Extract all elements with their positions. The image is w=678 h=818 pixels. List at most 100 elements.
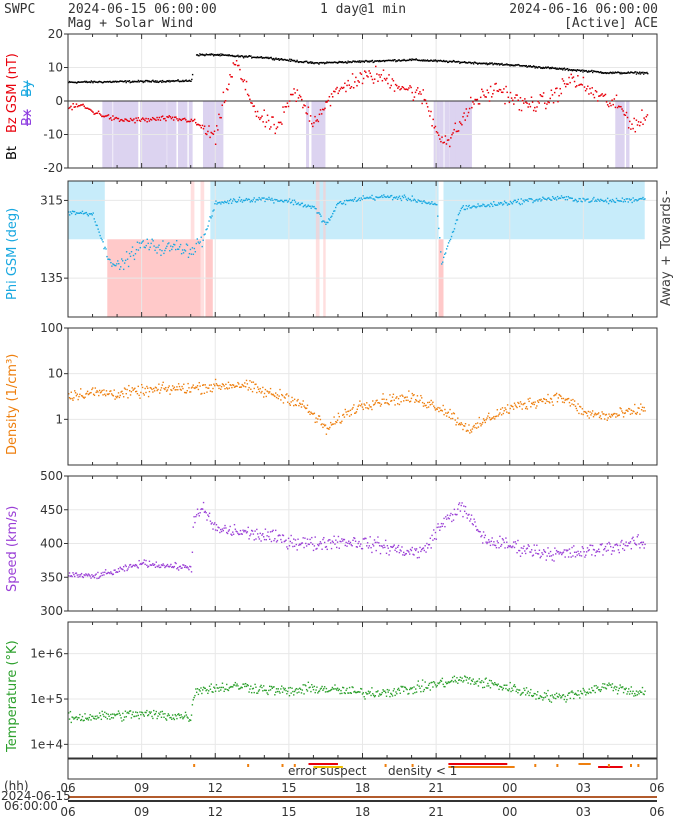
speed-point [98, 576, 101, 578]
speed-point [549, 550, 552, 553]
phi-point [209, 216, 211, 218]
speed-point [327, 540, 329, 542]
bz-point [164, 117, 166, 120]
bz-point [612, 103, 614, 106]
bt-point [269, 56, 272, 59]
phi-point [203, 234, 205, 236]
density-point [209, 390, 212, 392]
speed-point [463, 505, 465, 507]
density-point [192, 384, 194, 386]
bz-point [138, 119, 141, 122]
bt-point [591, 69, 593, 72]
bt-point [439, 59, 442, 62]
temperature-point [274, 694, 276, 696]
temperature-point [550, 701, 553, 703]
density-point [367, 408, 370, 410]
density-point [267, 390, 269, 393]
density-point [123, 387, 126, 389]
bz-point [545, 107, 547, 110]
speed-point [409, 548, 412, 551]
phi-point [262, 197, 264, 199]
bz-point [129, 117, 132, 120]
phi-point [595, 199, 597, 201]
speed-point [342, 538, 345, 541]
bz-point [489, 85, 492, 88]
speed-point [332, 541, 334, 544]
temperature-point [615, 688, 617, 691]
speed-point [590, 544, 592, 547]
temperature-point [190, 714, 193, 716]
bz-point [235, 59, 238, 62]
bt-point [244, 56, 246, 58]
temperature-point [388, 689, 390, 691]
temperature-point [466, 676, 468, 679]
bt-point [580, 69, 583, 72]
temperature-point [444, 685, 446, 688]
phi-point [282, 200, 284, 203]
bt-point [430, 59, 432, 61]
bt-point [385, 59, 387, 62]
speed-point [257, 536, 260, 538]
bt-point [253, 56, 255, 58]
density-point [207, 387, 209, 389]
flag-mark [313, 766, 343, 768]
temperature-point [620, 686, 622, 688]
x-tick-label: 06 [649, 781, 664, 795]
density-point [197, 388, 200, 391]
speed-point [545, 559, 547, 561]
density-point [183, 383, 185, 385]
phi-point [252, 199, 254, 201]
temperature-point [213, 686, 215, 688]
phi-point [430, 202, 432, 205]
bt-point [76, 82, 78, 84]
temperature-point [396, 688, 399, 691]
bt-point [450, 60, 452, 63]
bt-point [323, 62, 326, 65]
phi-point [331, 215, 333, 217]
density-point [451, 417, 454, 420]
speed-point [95, 573, 97, 575]
density-point [402, 400, 405, 402]
temperature-point [354, 691, 357, 694]
bz-point [167, 116, 169, 119]
speed-point [206, 519, 208, 521]
temperature-point [567, 694, 569, 696]
bt-point [350, 61, 353, 64]
bt-point [418, 59, 421, 61]
phi-point [103, 247, 105, 250]
flag-mark [607, 764, 610, 767]
bt-point [608, 72, 611, 74]
temperature-point [291, 687, 293, 689]
speed-point [534, 549, 536, 552]
density-point [390, 399, 393, 402]
bt-point [229, 54, 231, 57]
phi-point [223, 202, 225, 204]
phi-point [304, 204, 306, 206]
speed-point [229, 525, 231, 528]
phi-point [600, 198, 602, 201]
bt-point [519, 65, 521, 67]
temperature-point [585, 694, 587, 696]
bt-point [490, 62, 493, 64]
y-tick-label: 20 [48, 27, 63, 41]
temperature-point [503, 684, 505, 686]
speed-point [131, 565, 133, 568]
speed-point [121, 568, 123, 570]
y-tick-label: 1e+4 [30, 737, 63, 751]
bz-point [467, 111, 470, 114]
bt-point [365, 59, 367, 62]
phi-point [458, 212, 461, 214]
density-point [334, 423, 336, 425]
bt-point [527, 65, 529, 68]
bt-point [529, 65, 532, 67]
temperature-point [107, 713, 109, 716]
temperature-point [569, 697, 572, 700]
bz-point [91, 110, 93, 112]
phi-point [169, 250, 171, 252]
density-point [171, 385, 174, 387]
speed-point [561, 552, 564, 554]
speed-point [451, 520, 453, 523]
temperature-point [92, 717, 95, 719]
speed-point [354, 537, 356, 540]
bz-point [211, 132, 214, 135]
